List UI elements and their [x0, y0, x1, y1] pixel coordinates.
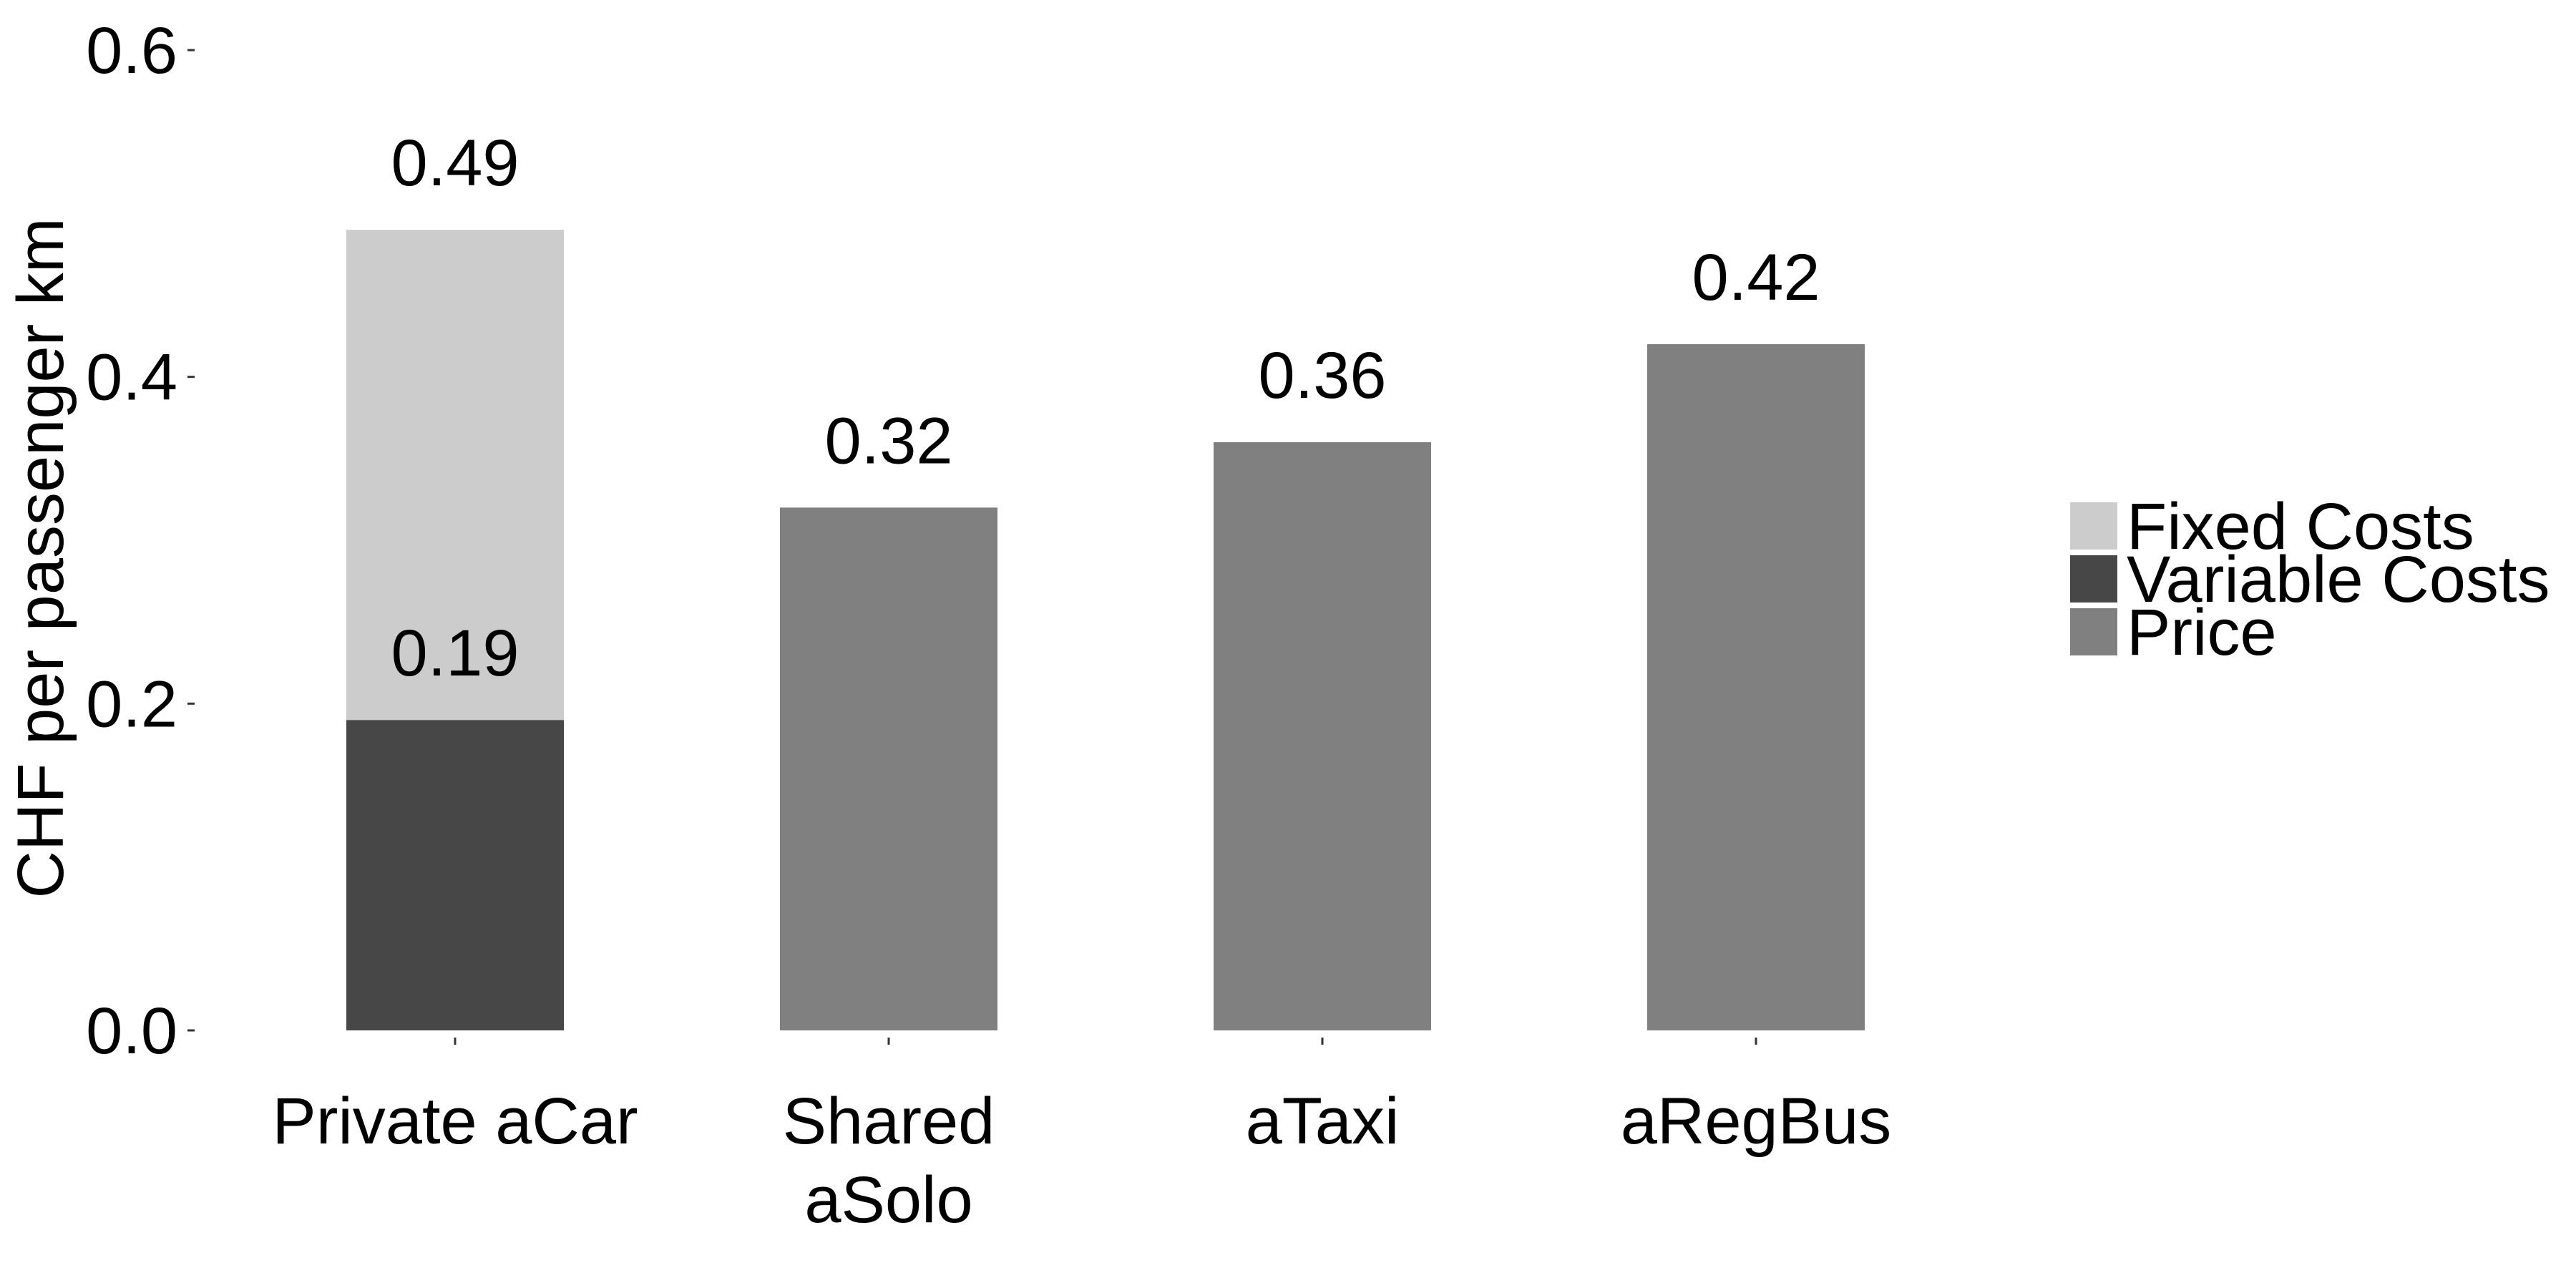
legend-label-variable-costs: Variable Costs: [2127, 543, 2550, 616]
bar-fixed-costs: [346, 230, 564, 721]
legend-label-price: Price: [2127, 596, 2277, 669]
x-tick-label-line: Private aCar: [272, 1085, 638, 1158]
data-label: 0.42: [1692, 241, 1820, 314]
x-tick-label: aTaxi: [1246, 1085, 1400, 1158]
y-axis: 0.0 0.2 0.4 0.6: [86, 14, 195, 1068]
x-tick-label: Private aCar: [272, 1085, 638, 1158]
bar-price: [1647, 344, 1865, 1030]
x-tick-label-line: aSolo: [804, 1163, 972, 1236]
legend-key-fixed-costs: [2070, 502, 2117, 550]
data-label: 0.19: [391, 617, 519, 690]
x-axis: Private aCar Shared aSolo aTaxi aRegBus: [272, 1038, 1891, 1236]
y-tick-label: 0.4: [86, 341, 177, 414]
data-labels: 0.49 0.19 0.32 0.36 0.42: [391, 127, 1820, 690]
x-tick-label: Shared aSolo: [783, 1085, 995, 1236]
y-axis-title: CHF per passenger km: [4, 218, 77, 899]
legend-label-fixed-costs: Fixed Costs: [2127, 490, 2474, 563]
y-tick-label: 0.2: [86, 668, 177, 741]
x-tick-label: aRegBus: [1621, 1085, 1891, 1158]
legend-key-variable-costs: [2070, 555, 2117, 602]
y-tick-label: 0.6: [86, 14, 177, 87]
legend-key-price: [2070, 608, 2117, 655]
bars: [346, 230, 1865, 1030]
y-tick-label: 0.0: [86, 995, 177, 1068]
x-tick-label-line: aRegBus: [1621, 1085, 1891, 1158]
data-label: 0.49: [391, 127, 519, 200]
x-tick-label-line: Shared: [783, 1085, 995, 1158]
bar-price: [1214, 442, 1431, 1030]
data-label: 0.32: [824, 404, 952, 477]
x-tick-label-line: aTaxi: [1246, 1085, 1400, 1158]
bar-variable-costs: [346, 720, 564, 1030]
data-label: 0.36: [1258, 339, 1386, 412]
bar-price: [780, 507, 997, 1030]
